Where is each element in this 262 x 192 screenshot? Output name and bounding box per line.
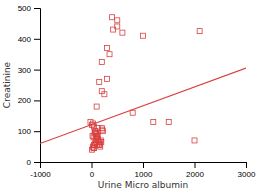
square-point [95,133,100,138]
square-point [111,27,116,32]
y-tick-label: 100 [18,127,32,136]
y-tick-label: 300 [18,66,32,75]
square-point [197,29,202,34]
x-tick-mark [246,162,247,168]
square-point [100,129,105,134]
y-tick: 300 [18,66,40,75]
y-tick-label: 400 [18,35,32,44]
y-tick-label: 500 [18,4,32,13]
y-tick: 400 [18,35,40,44]
x-tick-mark [92,162,93,168]
x-tick-label: 1000 [135,170,153,179]
x-tick: 2000 [186,162,204,179]
y-tick-mark [34,131,40,132]
square-point [97,79,102,84]
y-axis-line [34,9,41,163]
y-tick: 100 [18,127,40,136]
chart: -1000 0 1000 2000 3000 0 100 200 300 400 500 Urine … [0,0,262,192]
y-tick-label: 200 [18,96,32,105]
x-tick: 3000 [238,162,256,179]
square-point [99,59,104,64]
square-point [104,46,109,51]
square-point [166,119,171,124]
square-point [192,138,197,143]
square-point [130,110,135,115]
y-tick-label: 0 [27,158,32,167]
x-tick-mark [195,162,196,168]
x-tick: 0 [90,162,95,179]
x-tick: 1000 [135,162,153,179]
marks [40,15,246,152]
y-axis-title: Creatinine [2,61,12,108]
plot-area: -1000 0 1000 2000 3000 0 100 200 300 400 500 [18,4,256,179]
square-point [141,33,146,38]
x-axis: -1000 0 1000 2000 3000 [30,162,256,179]
square-point [115,18,120,23]
y-tick-mark [34,100,40,101]
square-point [110,15,115,20]
x-tick-label: 2000 [186,170,204,179]
y-tick: 500 [18,4,40,13]
square-point [102,92,107,97]
x-tick-label: -1000 [30,170,51,179]
y-tick-mark [34,39,40,40]
y-tick-mark [34,70,40,71]
square-point [95,126,100,131]
x-axis-line [41,163,247,169]
square-point [120,30,125,35]
y-tick: 0 [27,158,40,167]
square-point [94,104,99,109]
y-tick-mark [34,8,40,9]
y-tick: 200 [18,96,40,105]
y-tick-mark [34,162,40,163]
regression-line [40,68,246,143]
x-tick-mark [143,162,144,168]
square-point [97,139,102,144]
x-axis-title: Urine Micro albumin [98,180,188,190]
square-point [104,76,109,81]
x-tick-label: 0 [90,170,95,179]
square-point [151,119,156,124]
x-tick: -1000 [30,162,51,179]
y-axis: 0 100 200 300 400 500 [18,4,41,167]
square-point [107,52,112,57]
x-tick-label: 3000 [238,170,256,179]
